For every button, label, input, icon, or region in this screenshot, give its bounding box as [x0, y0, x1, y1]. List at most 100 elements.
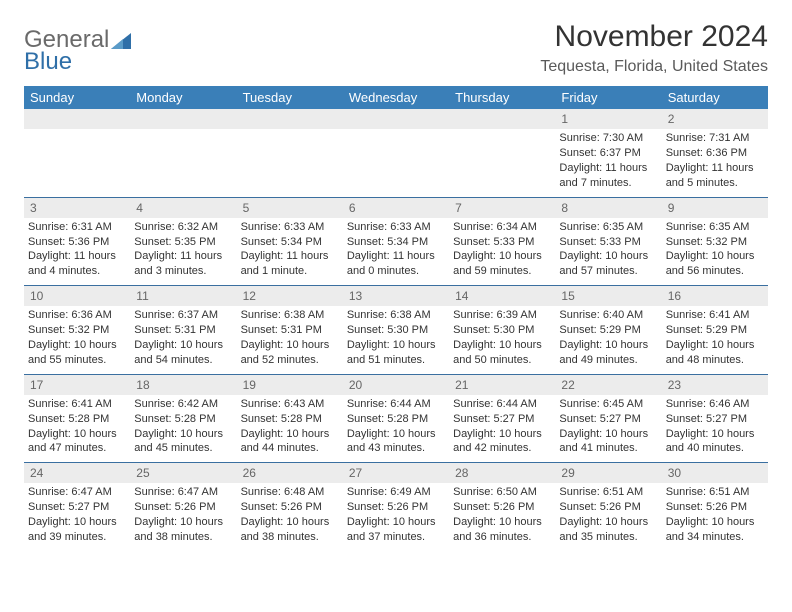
- sunset-text: Sunset: 5:28 PM: [347, 412, 445, 427]
- daylight-text: Daylight: 11 hours and 7 minutes.: [559, 161, 657, 191]
- day-number: 27: [343, 463, 449, 484]
- day-cell: Sunrise: 6:40 AMSunset: 5:29 PMDaylight:…: [555, 306, 661, 374]
- sunset-text: Sunset: 5:36 PM: [28, 235, 126, 250]
- daylight-text: Daylight: 10 hours and 54 minutes.: [134, 338, 232, 368]
- sunrise-text: Sunrise: 6:41 AM: [28, 397, 126, 412]
- sunset-text: Sunset: 5:31 PM: [134, 323, 232, 338]
- day-number-row: 10111213141516: [24, 286, 768, 307]
- sunset-text: Sunset: 5:26 PM: [134, 500, 232, 515]
- daylight-text: Daylight: 10 hours and 45 minutes.: [134, 427, 232, 457]
- logo-triangle-icon: [111, 31, 131, 49]
- sunrise-text: Sunrise: 6:33 AM: [241, 220, 339, 235]
- day-number: 2: [662, 109, 768, 129]
- sunrise-text: Sunrise: 6:41 AM: [666, 308, 764, 323]
- day-cell: Sunrise: 6:51 AMSunset: 5:26 PMDaylight:…: [662, 483, 768, 550]
- sunrise-text: Sunrise: 6:45 AM: [559, 397, 657, 412]
- day-cell: Sunrise: 6:38 AMSunset: 5:30 PMDaylight:…: [343, 306, 449, 374]
- sunrise-text: Sunrise: 6:46 AM: [666, 397, 764, 412]
- day-cell: Sunrise: 6:33 AMSunset: 5:34 PMDaylight:…: [343, 218, 449, 286]
- sunset-text: Sunset: 5:26 PM: [453, 500, 551, 515]
- daylight-text: Daylight: 10 hours and 40 minutes.: [666, 427, 764, 457]
- daylight-text: Daylight: 10 hours and 50 minutes.: [453, 338, 551, 368]
- sunrise-text: Sunrise: 6:50 AM: [453, 485, 551, 500]
- day-number: [24, 109, 130, 129]
- day-cell: Sunrise: 6:34 AMSunset: 5:33 PMDaylight:…: [449, 218, 555, 286]
- day-number: 18: [130, 374, 236, 395]
- month-title: November 2024: [540, 20, 768, 54]
- day-number-row: 3456789: [24, 197, 768, 218]
- location-text: Tequesta, Florida, United States: [540, 58, 768, 76]
- sunrise-text: Sunrise: 6:51 AM: [559, 485, 657, 500]
- day-header: Monday: [130, 86, 236, 109]
- sunrise-text: Sunrise: 7:31 AM: [666, 131, 764, 146]
- day-cell: Sunrise: 6:38 AMSunset: 5:31 PMDaylight:…: [237, 306, 343, 374]
- logo-text-blue: Blue: [24, 48, 72, 76]
- sunrise-text: Sunrise: 6:48 AM: [241, 485, 339, 500]
- sunset-text: Sunset: 5:27 PM: [559, 412, 657, 427]
- calendar-table: Sunday Monday Tuesday Wednesday Thursday…: [24, 86, 768, 551]
- day-number: 21: [449, 374, 555, 395]
- day-cell: Sunrise: 6:35 AMSunset: 5:33 PMDaylight:…: [555, 218, 661, 286]
- sunrise-text: Sunrise: 6:43 AM: [241, 397, 339, 412]
- sunrise-text: Sunrise: 7:30 AM: [559, 131, 657, 146]
- day-header: Saturday: [662, 86, 768, 109]
- daylight-text: Daylight: 11 hours and 4 minutes.: [28, 249, 126, 279]
- sunrise-text: Sunrise: 6:47 AM: [134, 485, 232, 500]
- sunset-text: Sunset: 6:36 PM: [666, 146, 764, 161]
- daylight-text: Daylight: 10 hours and 51 minutes.: [347, 338, 445, 368]
- sunset-text: Sunset: 5:26 PM: [241, 500, 339, 515]
- day-number: 29: [555, 463, 661, 484]
- sunrise-text: Sunrise: 6:31 AM: [28, 220, 126, 235]
- day-cell: Sunrise: 6:39 AMSunset: 5:30 PMDaylight:…: [449, 306, 555, 374]
- daylight-text: Daylight: 10 hours and 56 minutes.: [666, 249, 764, 279]
- calendar-page: General November 2024 Tequesta, Florida,…: [0, 0, 792, 571]
- daylight-text: Daylight: 10 hours and 39 minutes.: [28, 515, 126, 545]
- day-cell: Sunrise: 6:46 AMSunset: 5:27 PMDaylight:…: [662, 395, 768, 463]
- day-cell: Sunrise: 6:36 AMSunset: 5:32 PMDaylight:…: [24, 306, 130, 374]
- day-cell: Sunrise: 6:50 AMSunset: 5:26 PMDaylight:…: [449, 483, 555, 550]
- day-number: 3: [24, 197, 130, 218]
- day-number: 28: [449, 463, 555, 484]
- day-number: 17: [24, 374, 130, 395]
- day-number: [237, 109, 343, 129]
- week-row: Sunrise: 7:30 AMSunset: 6:37 PMDaylight:…: [24, 129, 768, 197]
- sunrise-text: Sunrise: 6:42 AM: [134, 397, 232, 412]
- day-number: 10: [24, 286, 130, 307]
- day-number: 9: [662, 197, 768, 218]
- sunset-text: Sunset: 5:28 PM: [28, 412, 126, 427]
- day-number: 25: [130, 463, 236, 484]
- sunrise-text: Sunrise: 6:44 AM: [453, 397, 551, 412]
- day-cell: Sunrise: 6:35 AMSunset: 5:32 PMDaylight:…: [662, 218, 768, 286]
- sunrise-text: Sunrise: 6:34 AM: [453, 220, 551, 235]
- day-cell: [24, 129, 130, 197]
- sunset-text: Sunset: 5:29 PM: [666, 323, 764, 338]
- daylight-text: Daylight: 10 hours and 38 minutes.: [134, 515, 232, 545]
- day-number: 1: [555, 109, 661, 129]
- sunset-text: Sunset: 5:34 PM: [241, 235, 339, 250]
- day-number: 8: [555, 197, 661, 218]
- sunrise-text: Sunrise: 6:38 AM: [347, 308, 445, 323]
- day-header: Wednesday: [343, 86, 449, 109]
- daylight-text: Daylight: 11 hours and 0 minutes.: [347, 249, 445, 279]
- sunrise-text: Sunrise: 6:35 AM: [559, 220, 657, 235]
- sunrise-text: Sunrise: 6:36 AM: [28, 308, 126, 323]
- daylight-text: Daylight: 10 hours and 47 minutes.: [28, 427, 126, 457]
- sunset-text: Sunset: 5:32 PM: [28, 323, 126, 338]
- sunset-text: Sunset: 5:26 PM: [559, 500, 657, 515]
- day-cell: Sunrise: 6:43 AMSunset: 5:28 PMDaylight:…: [237, 395, 343, 463]
- day-number: 23: [662, 374, 768, 395]
- day-number: 7: [449, 197, 555, 218]
- daylight-text: Daylight: 11 hours and 3 minutes.: [134, 249, 232, 279]
- sunset-text: Sunset: 5:35 PM: [134, 235, 232, 250]
- day-cell: Sunrise: 6:47 AMSunset: 5:26 PMDaylight:…: [130, 483, 236, 550]
- day-number: 20: [343, 374, 449, 395]
- sunrise-text: Sunrise: 6:38 AM: [241, 308, 339, 323]
- day-cell: Sunrise: 6:42 AMSunset: 5:28 PMDaylight:…: [130, 395, 236, 463]
- sunrise-text: Sunrise: 6:39 AM: [453, 308, 551, 323]
- daylight-text: Daylight: 10 hours and 59 minutes.: [453, 249, 551, 279]
- sunrise-text: Sunrise: 6:51 AM: [666, 485, 764, 500]
- day-header-row: Sunday Monday Tuesday Wednesday Thursday…: [24, 86, 768, 109]
- sunrise-text: Sunrise: 6:44 AM: [347, 397, 445, 412]
- daylight-text: Daylight: 10 hours and 52 minutes.: [241, 338, 339, 368]
- sunset-text: Sunset: 5:28 PM: [134, 412, 232, 427]
